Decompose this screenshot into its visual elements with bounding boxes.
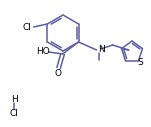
- Text: HO: HO: [36, 47, 50, 57]
- Text: O: O: [54, 69, 61, 78]
- Text: H: H: [11, 96, 17, 105]
- Text: S: S: [138, 58, 143, 67]
- Text: Cl: Cl: [23, 23, 32, 33]
- Text: N: N: [99, 45, 105, 54]
- Text: Cl: Cl: [10, 108, 18, 117]
